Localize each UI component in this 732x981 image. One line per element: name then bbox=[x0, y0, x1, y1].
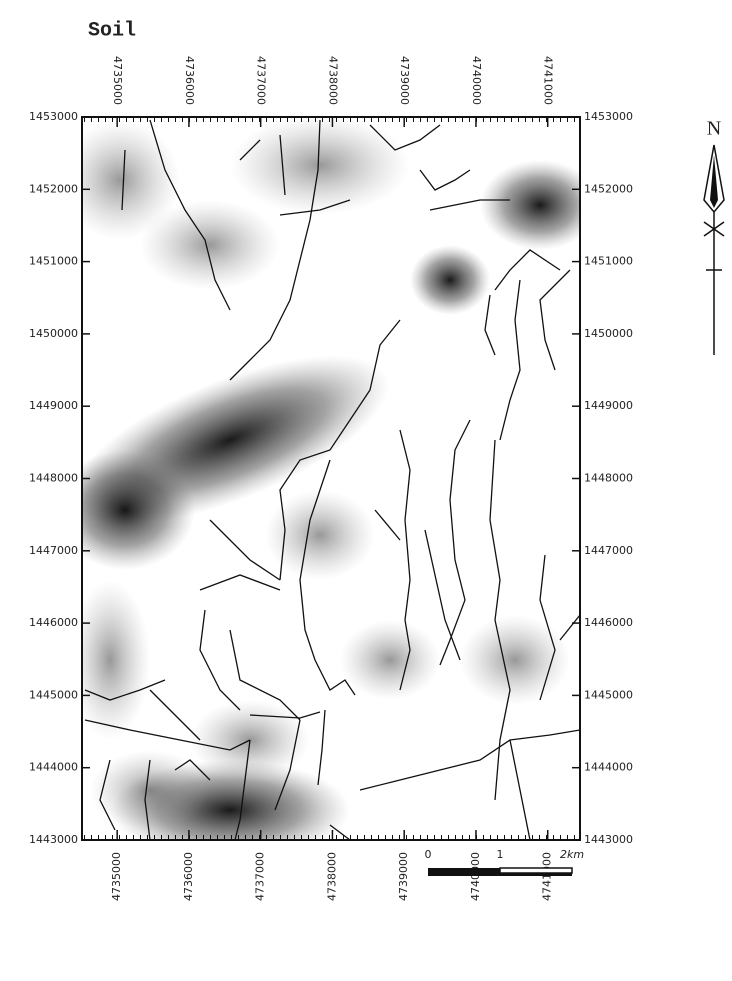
north-arrow: N bbox=[704, 118, 724, 355]
y-tick-label-left: 1453000 bbox=[29, 110, 78, 123]
x-tick-label-bottom: 4740000 bbox=[469, 852, 482, 901]
x-tick-label-bottom: 4736000 bbox=[182, 852, 195, 901]
y-tick-label-left: 1451000 bbox=[29, 255, 78, 268]
y-tick-label-left: 1443000 bbox=[29, 833, 78, 846]
x-tick-label-top: 4737000 bbox=[255, 56, 268, 105]
x-tick-label-bottom: 4737000 bbox=[254, 852, 267, 901]
y-tick-label-right: 1453000 bbox=[584, 110, 633, 123]
y-tick-label-right: 1444000 bbox=[584, 761, 633, 774]
y-tick-label-right: 1448000 bbox=[584, 472, 633, 485]
y-tick-label-right: 1446000 bbox=[584, 616, 633, 629]
scale-bar: 0 1 2km bbox=[425, 848, 585, 876]
frame-minor-ticks bbox=[82, 117, 580, 122]
y-tick-label-left: 1449000 bbox=[29, 399, 78, 412]
scale-label: 0 bbox=[425, 848, 432, 861]
y-tick-label-left: 1446000 bbox=[29, 616, 78, 629]
y-tick-label-left: 1447000 bbox=[29, 544, 78, 557]
y-tick-label-left: 1452000 bbox=[29, 182, 78, 195]
y-tick-label-right: 1445000 bbox=[584, 688, 633, 701]
x-tick-label-top: 4738000 bbox=[326, 56, 339, 105]
y-tick-label-right: 1451000 bbox=[584, 255, 633, 268]
scale-label: 2km bbox=[560, 848, 584, 861]
x-tick-label-bottom: 4741000 bbox=[541, 852, 554, 901]
y-tick-label-right: 1452000 bbox=[584, 182, 633, 195]
y-tick-label-left: 1444000 bbox=[29, 761, 78, 774]
y-tick-label-left: 1450000 bbox=[29, 327, 78, 340]
y-tick-label-right: 1449000 bbox=[584, 399, 633, 412]
y-tick-label-right: 1447000 bbox=[584, 544, 633, 557]
x-tick-label-bottom: 4735000 bbox=[110, 852, 123, 901]
scale-label: 1 bbox=[497, 848, 504, 861]
y-tick-label-left: 1445000 bbox=[29, 688, 78, 701]
x-tick-label-top: 4736000 bbox=[183, 56, 196, 105]
x-tick-label-bottom: 4738000 bbox=[325, 852, 338, 901]
x-tick-label-top: 4740000 bbox=[470, 56, 483, 105]
map-page: Soil bbox=[0, 0, 732, 981]
y-tick-label-left: 1448000 bbox=[29, 472, 78, 485]
x-tick-label-bottom: 4739000 bbox=[397, 852, 410, 901]
north-label: N bbox=[707, 118, 721, 140]
soil-shading bbox=[50, 115, 600, 860]
frame-minor-ticks bbox=[82, 835, 580, 840]
x-tick-label-top: 4739000 bbox=[398, 56, 411, 105]
y-tick-label-right: 1450000 bbox=[584, 327, 633, 340]
x-tick-label-top: 4735000 bbox=[111, 56, 124, 105]
map-title: Soil bbox=[88, 19, 136, 42]
x-tick-label-top: 4741000 bbox=[542, 56, 555, 105]
y-tick-label-right: 1443000 bbox=[584, 833, 633, 846]
